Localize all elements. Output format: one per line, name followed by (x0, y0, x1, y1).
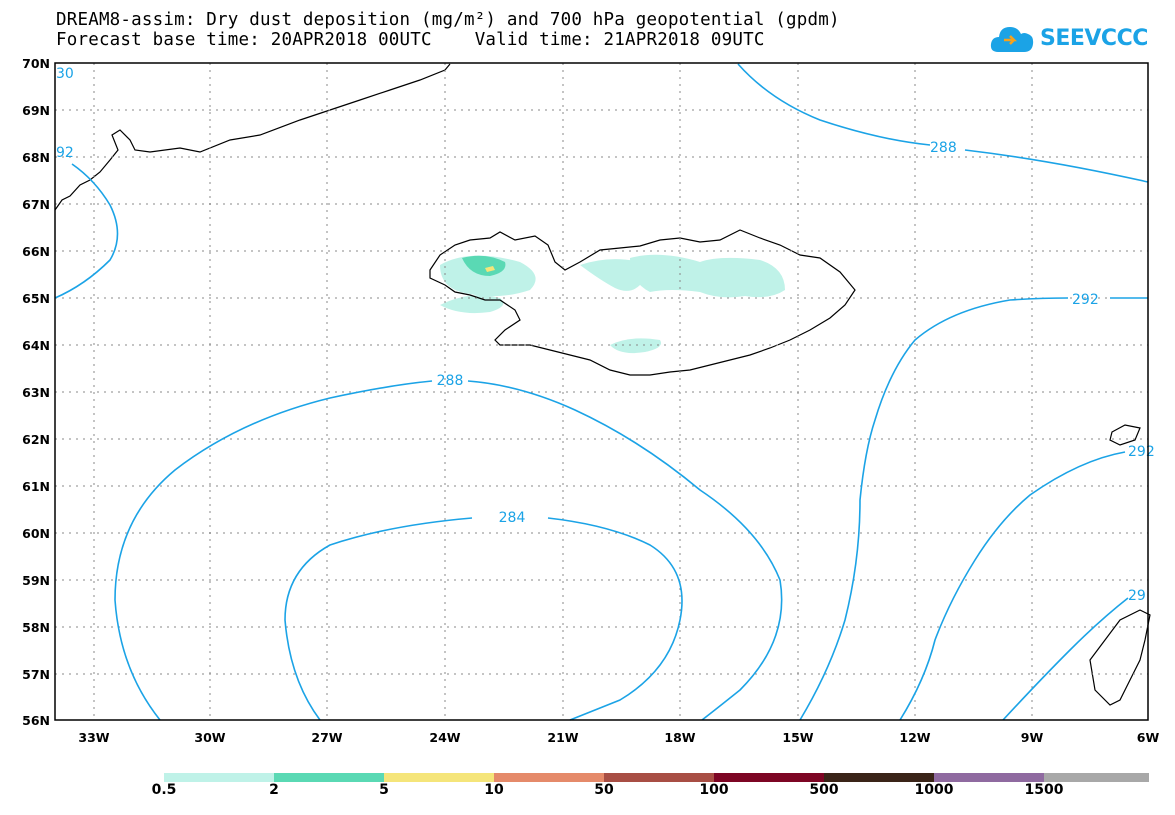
iceland-coast (429, 229, 856, 376)
lon-label: 15W (782, 730, 813, 745)
lat-label: 57N (22, 667, 50, 682)
colorbar-label: 1000 (914, 782, 954, 798)
lon-label: 30W (194, 730, 225, 745)
colorbar-swatch (934, 773, 1044, 782)
lon-label: 12W (899, 730, 930, 745)
colorbar-label: 100 (699, 782, 729, 798)
gridlines (55, 63, 1148, 720)
lat-label: 66N (22, 244, 50, 259)
contour-92-left (54, 163, 119, 299)
colorbar-label: 1500 (1024, 782, 1064, 798)
coastline-layer (54, 63, 1151, 706)
contour-288-north (737, 63, 1149, 183)
colorbar-swatch (604, 773, 714, 782)
dust-patch (580, 259, 645, 291)
lon-label: 33W (78, 730, 109, 745)
contour-label: 92 (56, 145, 74, 161)
lat-label: 58N (22, 620, 50, 635)
contour-284 (284, 517, 683, 721)
dust-patch (610, 338, 661, 354)
cloud-icon (990, 27, 1034, 52)
colorbar-label: 50 (594, 782, 614, 798)
contour-29-east (899, 451, 1126, 721)
colorbar-label: 5 (379, 782, 389, 798)
lat-label: 67N (22, 197, 50, 212)
colorbar-swatch (384, 773, 494, 782)
colorbar-swatch (164, 773, 274, 782)
lat-label: 65N (22, 291, 50, 306)
contour-labels: 288 292 284 288 292 29 30 92 (56, 66, 1155, 604)
lat-label: 64N (22, 338, 50, 353)
geopotential-contours (54, 63, 1149, 721)
lat-label: 68N (22, 150, 50, 165)
contour-label: 288 (930, 140, 957, 156)
dust-patch (462, 255, 506, 276)
lon-label: 27W (311, 730, 342, 745)
dust-patch (440, 255, 536, 297)
contour-label: 288 (437, 373, 464, 389)
map-title-line2: Forecast base time: 20APR2018 00UTC Vali… (56, 30, 765, 50)
dust-patch (630, 254, 785, 298)
lat-label: 56N (22, 713, 50, 728)
contour-label: 292 (1072, 292, 1099, 308)
lat-label: 63N (22, 385, 50, 400)
contour-292-east (799, 297, 1148, 721)
lat-label: 62N (22, 432, 50, 447)
contour-288-south (114, 380, 783, 721)
colorbar-swatch (714, 773, 824, 782)
latitude-labels: 70N 69N 68N 67N 66N 65N 64N 63N 62N 61N … (22, 56, 50, 728)
contour-label: 284 (499, 510, 526, 526)
greenland-coast (54, 63, 451, 211)
contour-label: 292 (1128, 444, 1155, 460)
contour-30-east (1002, 597, 1129, 721)
faroe-coast (1109, 424, 1141, 446)
colorbar-swatch (824, 773, 934, 782)
lat-label: 61N (22, 479, 50, 494)
colorbar-label: 2 (269, 782, 279, 798)
colorbar-swatch (1044, 773, 1149, 782)
colorbar-label: 500 (809, 782, 839, 798)
lon-label: 9W (1021, 730, 1044, 745)
scotland-coast (1089, 609, 1151, 706)
colorbar-label: 0.5 (151, 782, 177, 798)
colorbar-label: 10 (484, 782, 504, 798)
contour-label: 29 (1128, 588, 1146, 604)
map-title-line1: DREAM8-assim: Dry dust deposition (mg/m²… (56, 10, 840, 30)
lon-label: 6W (1137, 730, 1160, 745)
longitude-labels: 33W 30W 27W 24W 21W 18W 15W 12W 9W 6W (78, 730, 1159, 745)
contour-label: 30 (56, 66, 74, 82)
lon-label: 21W (547, 730, 578, 745)
lat-label: 69N (22, 103, 50, 118)
map-frame (54, 62, 1149, 721)
dust-deposition-layer (440, 254, 785, 354)
dust-patch (440, 295, 504, 314)
colorbar-swatch (494, 773, 604, 782)
lat-label: 70N (22, 56, 50, 71)
lon-label: 18W (664, 730, 695, 745)
lat-label: 60N (22, 526, 50, 541)
colorbar-swatch (274, 773, 384, 782)
lat-label: 59N (22, 573, 50, 588)
lon-label: 24W (429, 730, 460, 745)
logo-text: SEEVCCC (1040, 26, 1148, 51)
dust-patch (485, 266, 495, 272)
